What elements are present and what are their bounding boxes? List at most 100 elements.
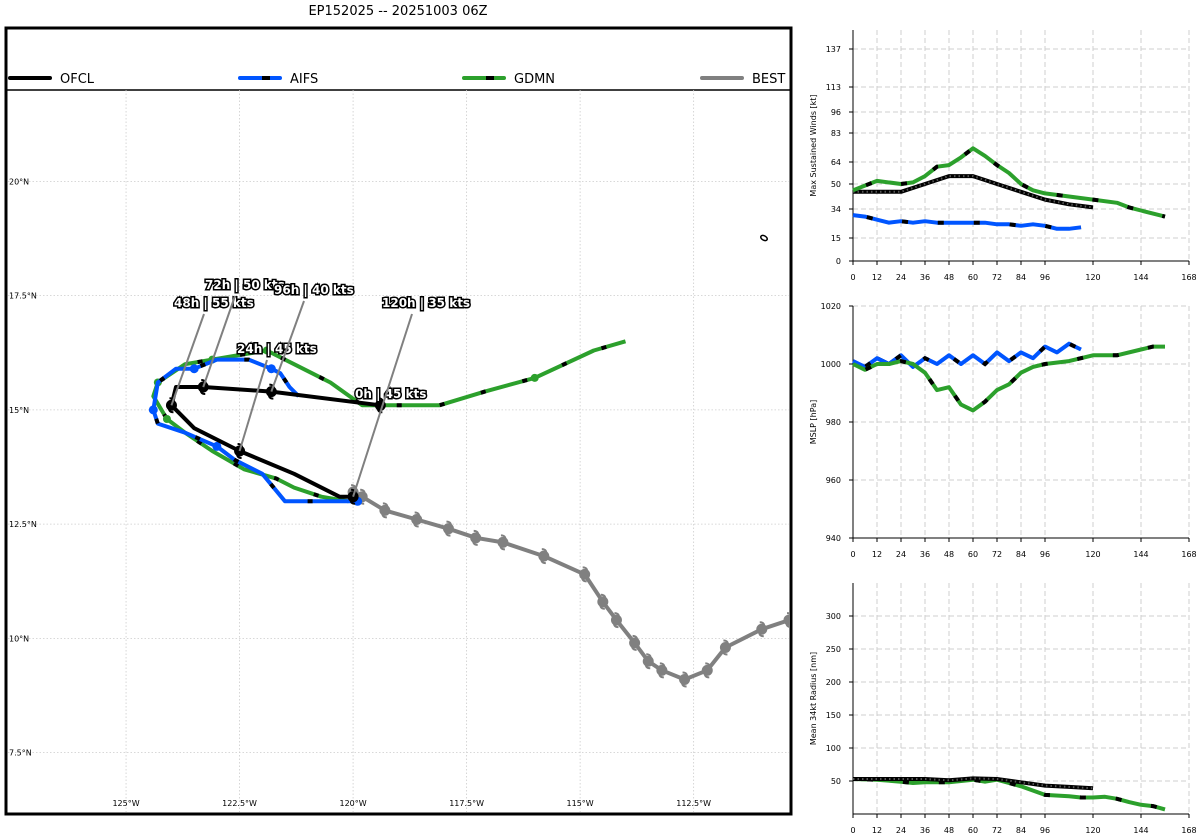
gdmn-track-point: [162, 415, 171, 424]
panel-y-tick-label: 50: [831, 180, 841, 189]
panel-y-tick-label: 1020: [821, 302, 841, 311]
panel-x-tick-label: 144: [1133, 826, 1148, 835]
panel-x-tick-label: 24: [896, 826, 906, 835]
panel-y-tick-label: 113: [826, 83, 841, 92]
panel-x-tick-label: 48: [944, 273, 954, 282]
map-lat-tick-label: 10°N: [9, 634, 29, 643]
panel-x-tick-label: 168: [1181, 550, 1196, 559]
best-track-point-swirl: [540, 548, 548, 565]
legend-label-aifs: AIFS: [290, 72, 318, 87]
panel-y-tick-label: 15: [831, 234, 841, 243]
panel-x-tick-label: 120: [1085, 550, 1100, 559]
panel-x-tick-label: 72: [992, 273, 1002, 282]
panel-x-tick-label: 168: [1181, 826, 1196, 835]
map-lon-tick-label: 112.5°W: [676, 799, 711, 808]
panel-series-dots-ofcl: [853, 175, 1094, 209]
panel-x-tick-label: 0: [850, 273, 855, 282]
panel-x-tick-label: 24: [896, 273, 906, 282]
island-outline: [760, 234, 768, 242]
panel-series-aifs: [852, 213, 1082, 231]
panel-x-tick-label: 12: [872, 273, 882, 282]
panel-y-tick-label: 200: [826, 678, 841, 687]
forecast-annotation: 24h | 45 kts: [237, 342, 317, 356]
panel-y-tick-label: 980: [826, 418, 841, 427]
panel-series-gdmn: [852, 777, 1166, 812]
panel-y-axis-label: MSLP [hPa]: [809, 400, 818, 444]
panel-y-tick-label: 96: [831, 108, 841, 117]
map-lon-tick-label: 125°W: [112, 799, 139, 808]
panel-x-tick-label: 60: [968, 826, 978, 835]
panel-x-tick-label: 96: [1040, 273, 1050, 282]
panel-y-tick-label: 960: [826, 476, 841, 485]
annotation-leader-line: [238, 359, 268, 452]
panel-y-tick-label: 50: [831, 777, 841, 786]
forecast-annotation: 120h | 35 kts: [382, 296, 470, 310]
panel-series-dashes-gdmn: [852, 344, 1165, 413]
panel-x-tick-label: 120: [1085, 273, 1100, 282]
panel-x-tick-label: 72: [992, 826, 1002, 835]
panel-x-tick-label: 48: [944, 550, 954, 559]
ofcl-track-line: [169, 385, 381, 499]
panel-y-tick-label: 1000: [821, 360, 841, 369]
panel-y-tick-label: 150: [826, 711, 841, 720]
track-map: 125°W 122.5°W 120°W 117.5°W 115°W 112.5°W 7.5°…: [4, 26, 793, 816]
panel-x-tick-label: 60: [968, 550, 978, 559]
panel-y-axis-label: Mean 34kt Radius [nm]: [809, 652, 818, 745]
map-frame: [4, 26, 793, 816]
best-track-point-swirl: [644, 653, 652, 670]
map-lat-tick-label: 7.5°N: [9, 749, 32, 758]
panel-y-tick-label: 300: [826, 612, 841, 621]
forecast-annotation: 0h | 45 kts: [355, 387, 426, 401]
panel-y-tick-label: 940: [826, 534, 841, 543]
panel-y-tick-label: 100: [826, 744, 841, 753]
legend-label-gdmn: GDMN: [514, 72, 555, 87]
panel-x-tick-label: 12: [872, 550, 882, 559]
chart-title: EP152025 -- 20251003 06Z: [308, 4, 488, 19]
map-lat-tick-label: 12.5°N: [9, 520, 37, 529]
best-track-point-swirl: [472, 529, 480, 546]
panel-y-tick-label: 137: [826, 45, 841, 54]
best-track-point-swirl: [658, 662, 666, 679]
panel-x-tick-label: 120: [1085, 826, 1100, 835]
map-lon-tick-label: 115°W: [567, 799, 594, 808]
panel-x-tick-label: 60: [968, 273, 978, 282]
aifs-track-point: [148, 405, 158, 415]
annotation-leader-line: [352, 313, 413, 498]
best-track-point-swirl: [758, 621, 766, 638]
map-lat-tick-label: 15°N: [9, 406, 29, 415]
forecast-annotation: 72h | 50 kts: [205, 278, 285, 292]
panel-radius: 0 12 24 36 48 60 72 84 96 120 144 168 50 100 150 200 250…: [809, 583, 1197, 835]
annotation-leader-line: [270, 300, 305, 392]
panel-series-dashes-aifs: [852, 341, 1082, 370]
panel-x-tick-label: 36: [920, 550, 930, 559]
panel-x-tick-label: 0: [850, 550, 855, 559]
gdmn-track-line: [151, 339, 627, 504]
panel-mslp: 0 12 24 36 48 60 72 84 96 120 144 168 940 960 980 1000 1…: [809, 302, 1197, 559]
panel-x-tick-label: 0: [850, 826, 855, 835]
map-lat-tick-label: 17.5°N: [9, 292, 37, 301]
panel-x-tick-label: 144: [1133, 273, 1148, 282]
panel-x-tick-label: 12: [872, 826, 882, 835]
aifs-track-point: [212, 441, 222, 451]
best-track-point-swirl: [721, 639, 729, 656]
annotation-leader-line: [202, 295, 236, 388]
gdmn-track-point: [530, 373, 539, 382]
panel-y-tick-label: 250: [826, 645, 841, 654]
panel-x-tick-label: 72: [992, 550, 1002, 559]
panel-x-tick-label: 84: [1016, 826, 1026, 835]
panel-x-tick-label: 96: [1040, 550, 1050, 559]
panel-x-tick-label: 48: [944, 826, 954, 835]
best-track-point-swirl: [413, 511, 421, 528]
map-lat-tick-label: 20°N: [9, 177, 29, 186]
annotation-leader-line: [170, 313, 205, 406]
panel-x-tick-label: 144: [1133, 550, 1148, 559]
best-track-point-swirl: [785, 612, 789, 628]
best-track-point-swirl: [703, 662, 711, 679]
legend-label-best: BEST: [752, 72, 785, 87]
aifs-track-point: [189, 364, 199, 374]
panel-x-tick-label: 84: [1016, 273, 1026, 282]
gdmn-track-point: [262, 346, 271, 355]
panel-series-gdmn: [852, 146, 1166, 219]
panel-y-tick-label: 0: [836, 257, 841, 266]
